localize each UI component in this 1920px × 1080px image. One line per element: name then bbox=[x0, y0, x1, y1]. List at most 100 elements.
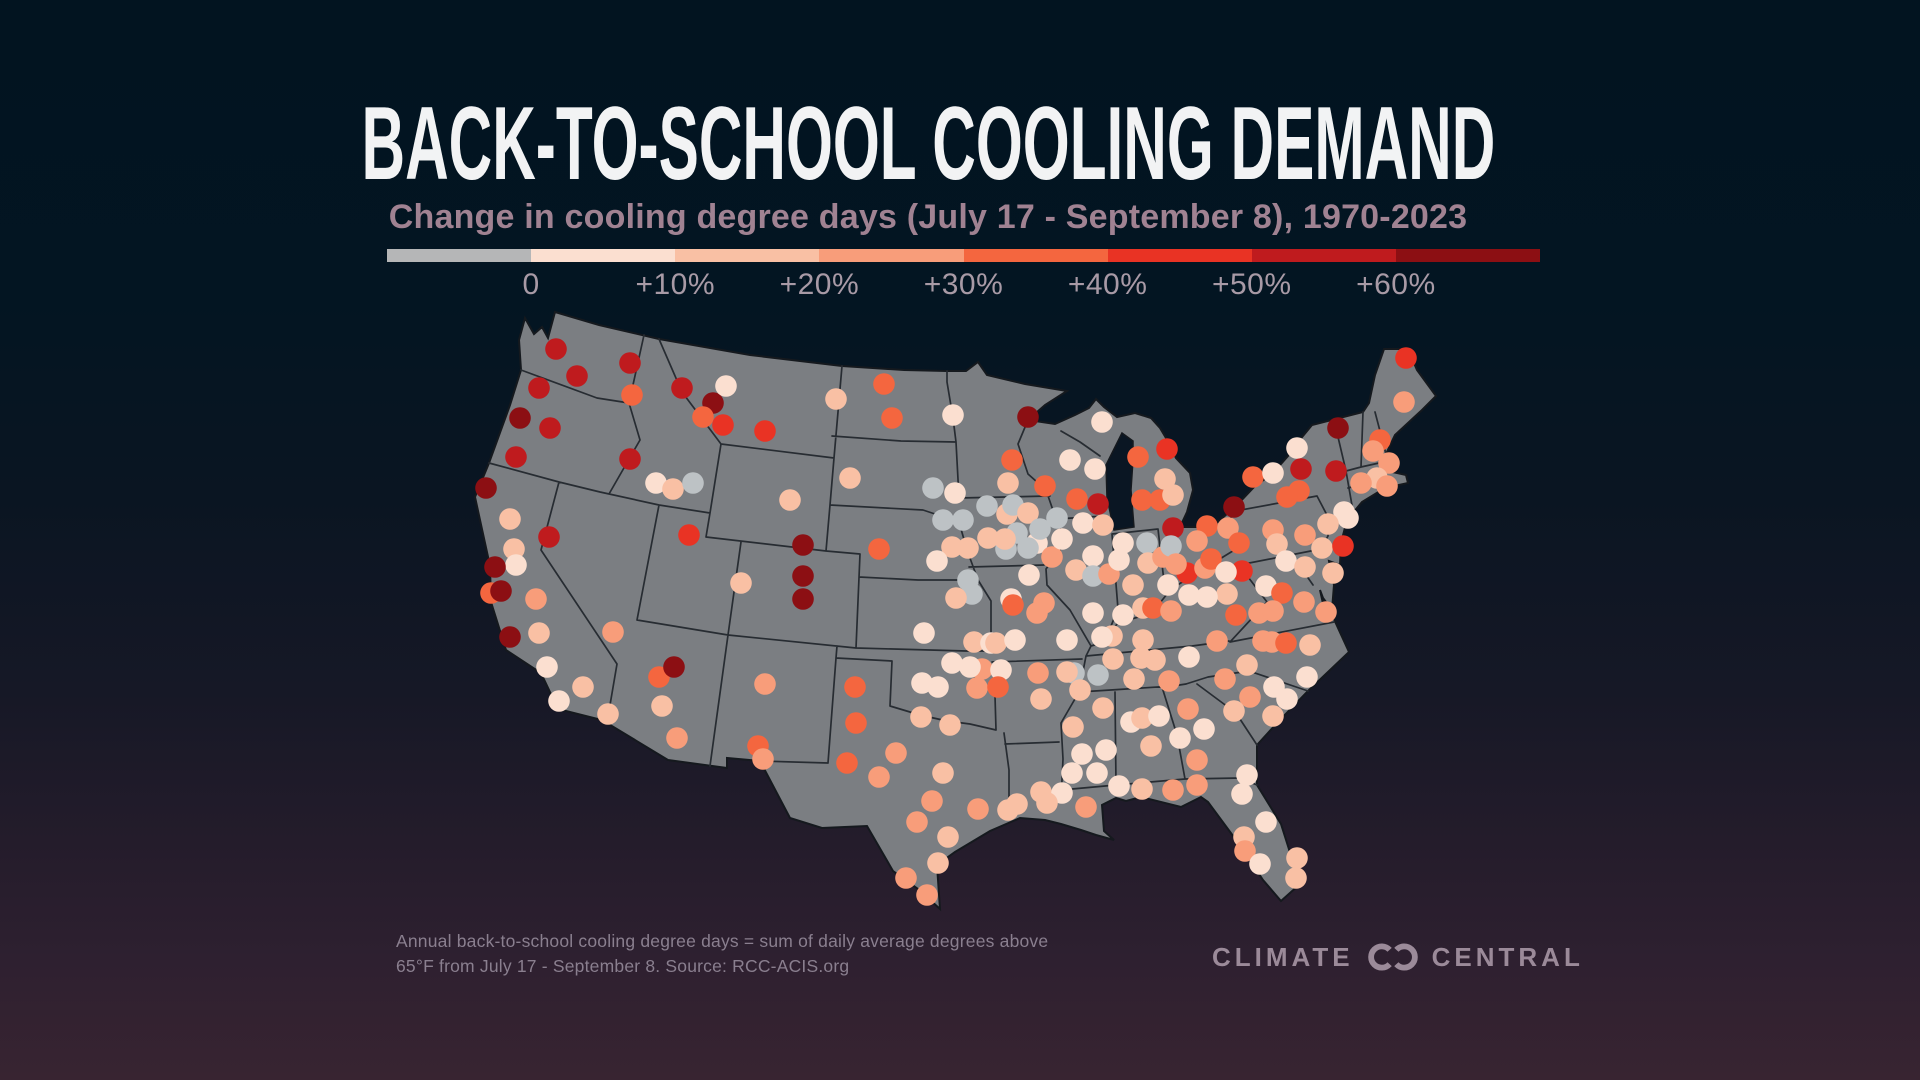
station-dot bbox=[1252, 630, 1274, 652]
station-dot bbox=[525, 588, 547, 610]
station-dot bbox=[1075, 796, 1097, 818]
station-dot bbox=[1393, 391, 1415, 413]
station-dot bbox=[645, 472, 667, 494]
station-dot bbox=[1285, 867, 1307, 889]
station-dot bbox=[662, 478, 684, 500]
station-dot bbox=[566, 365, 588, 387]
station-dot bbox=[1157, 574, 1179, 596]
station-dot bbox=[666, 727, 688, 749]
station-dot bbox=[963, 631, 985, 653]
station-dot bbox=[1322, 562, 1344, 584]
footnote: Annual back-to-school cooling degree day… bbox=[396, 929, 1048, 980]
station-dot bbox=[1142, 597, 1164, 619]
station-dot bbox=[1061, 762, 1083, 784]
station-dot bbox=[1266, 533, 1288, 555]
station-dot bbox=[1162, 779, 1184, 801]
station-dot bbox=[528, 622, 550, 644]
station-dot bbox=[1092, 697, 1114, 719]
station-dot bbox=[944, 482, 966, 504]
station-dot bbox=[1311, 537, 1333, 559]
station-dot bbox=[1165, 553, 1187, 575]
station-dot bbox=[845, 712, 867, 734]
station-dot bbox=[873, 373, 895, 395]
station-dot bbox=[1178, 646, 1200, 668]
station-dot bbox=[712, 414, 734, 436]
station-dot bbox=[505, 554, 527, 576]
station-dot bbox=[779, 489, 801, 511]
station-dot bbox=[1317, 513, 1339, 535]
station-dot bbox=[1017, 502, 1039, 524]
station-dot bbox=[911, 672, 933, 694]
station-dot bbox=[1154, 468, 1176, 490]
station-dot bbox=[1059, 449, 1081, 471]
station-dot bbox=[1069, 679, 1091, 701]
station-dot bbox=[977, 527, 999, 549]
station-dot bbox=[1275, 632, 1297, 654]
station-dot bbox=[621, 384, 643, 406]
logo-rings-icon bbox=[1367, 943, 1418, 971]
station-dot bbox=[1158, 670, 1180, 692]
legend-tick-label: +50% bbox=[1211, 268, 1292, 301]
station-dot bbox=[682, 472, 704, 494]
lake-michigan bbox=[1105, 431, 1135, 531]
station-dot bbox=[1029, 518, 1051, 540]
station-dot bbox=[1206, 630, 1228, 652]
station-dot bbox=[1215, 561, 1237, 583]
station-dot bbox=[1262, 600, 1284, 622]
station-dot bbox=[663, 656, 685, 678]
station-dot bbox=[1112, 532, 1134, 554]
station-dots bbox=[475, 338, 1417, 906]
legend-tick-label: +10% bbox=[635, 268, 716, 301]
station-dot bbox=[1017, 537, 1039, 559]
subtitle: Change in cooling degree days (July 17 -… bbox=[388, 198, 1468, 236]
station-dot bbox=[952, 509, 974, 531]
legend-tick-label: +30% bbox=[923, 268, 1004, 301]
station-dot bbox=[1332, 535, 1354, 557]
station-dot bbox=[1294, 524, 1316, 546]
station-dot bbox=[539, 417, 561, 439]
station-dot bbox=[1293, 591, 1315, 613]
station-dot bbox=[545, 338, 567, 360]
station-dot bbox=[1325, 460, 1347, 482]
station-dot bbox=[1066, 488, 1088, 510]
station-dot bbox=[959, 656, 981, 678]
station-dot bbox=[1186, 749, 1208, 771]
station-dot bbox=[1002, 594, 1024, 616]
legend-tick-label: +60% bbox=[1356, 268, 1436, 301]
station-dot bbox=[839, 467, 861, 489]
station-dot bbox=[1299, 634, 1321, 656]
station-dot bbox=[1186, 774, 1208, 796]
station-dot bbox=[913, 622, 935, 644]
station-dot bbox=[1034, 475, 1056, 497]
station-dot bbox=[1262, 705, 1284, 727]
station-dot bbox=[715, 375, 737, 397]
legend-tick-label: +40% bbox=[1067, 268, 1148, 301]
station-dot bbox=[490, 580, 512, 602]
logo-word-central: CENTRAL bbox=[1431, 941, 1584, 972]
station-dot bbox=[921, 790, 943, 812]
station-dot bbox=[1071, 743, 1093, 765]
station-dot bbox=[1056, 629, 1078, 651]
station-dot bbox=[1276, 688, 1298, 710]
station-dot bbox=[1132, 629, 1154, 651]
logo-word-climate: CLIMATE bbox=[1212, 941, 1354, 972]
station-dot bbox=[1294, 556, 1316, 578]
station-dot bbox=[1087, 493, 1109, 515]
station-dot bbox=[1026, 602, 1048, 624]
legend-tick-label: +20% bbox=[779, 268, 860, 301]
station-dot bbox=[536, 656, 558, 678]
station-dot bbox=[503, 538, 525, 560]
station-dot bbox=[1296, 666, 1318, 688]
station-dot bbox=[1087, 664, 1109, 686]
station-dot bbox=[1216, 583, 1238, 605]
station-dot bbox=[1102, 648, 1124, 670]
station-dot bbox=[692, 406, 714, 428]
station-dot bbox=[1162, 517, 1184, 539]
station-dot bbox=[1017, 406, 1039, 428]
station-dot bbox=[1236, 764, 1258, 786]
station-dot bbox=[499, 626, 521, 648]
station-dot bbox=[730, 572, 752, 594]
great-lakes bbox=[1105, 431, 1135, 531]
station-dot bbox=[1131, 778, 1153, 800]
